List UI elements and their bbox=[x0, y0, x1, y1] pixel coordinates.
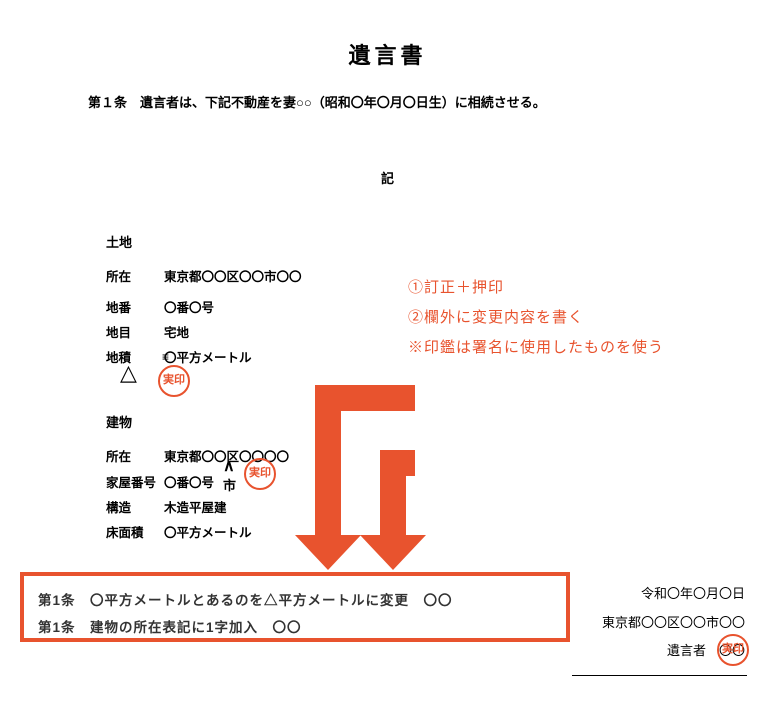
arrow-group bbox=[240, 360, 440, 580]
land-location-val: 東京都〇〇区〇〇市〇〇 bbox=[164, 270, 302, 284]
seal-stamp-3: 実印 bbox=[717, 634, 749, 666]
caret-icon: ∧ bbox=[223, 456, 235, 476]
land-number-key: 地番 bbox=[106, 297, 164, 316]
building-housenum-row: 家屋番号〇番〇号 bbox=[106, 472, 214, 491]
land-area-val: 〇平方メートル bbox=[164, 351, 252, 365]
land-location-key: 所在 bbox=[106, 266, 164, 285]
land-area-val-wrap: 〇平方メートル≡ bbox=[164, 351, 252, 365]
land-number-val: 〇番〇号 bbox=[164, 301, 214, 315]
land-category-key: 地目 bbox=[106, 322, 164, 341]
strike-mark: ≡ bbox=[162, 350, 166, 364]
building-location-key: 所在 bbox=[106, 446, 164, 465]
annotation-2: ②欄外に変更内容を書く bbox=[408, 306, 584, 327]
building-label: 建物 bbox=[106, 412, 132, 431]
building-floorarea-key: 床面積 bbox=[106, 522, 164, 541]
seal-stamp-1: 実印 bbox=[158, 365, 190, 397]
signature-address: 東京都〇〇区〇〇市〇〇 bbox=[602, 609, 745, 638]
building-structure-key: 構造 bbox=[106, 497, 164, 516]
land-number-row: 地番〇番〇号 bbox=[106, 297, 214, 316]
triangle-icon: △ bbox=[120, 360, 137, 386]
building-floorarea-row: 床面積〇平方メートル bbox=[106, 522, 252, 541]
signature-who-key: 遺言者 bbox=[667, 643, 706, 658]
ki-marker: 記 bbox=[381, 168, 394, 187]
arrows-icon bbox=[240, 360, 440, 575]
building-structure-val: 木造平屋建 bbox=[164, 501, 227, 515]
land-category-row: 地目宅地 bbox=[106, 322, 189, 341]
land-label: 土地 bbox=[106, 232, 132, 251]
correction-line-2: 第1条 建物の所在表記に1字加入 〇〇 bbox=[38, 614, 552, 641]
building-housenum-key: 家屋番号 bbox=[106, 472, 164, 491]
correction-box: 第1条 〇平方メートルとあるのを△平方メートルに変更 〇〇 第1条 建物の所在表… bbox=[20, 572, 570, 642]
correction-line-1: 第1条 〇平方メートルとあるのを△平方メートルに変更 〇〇 bbox=[38, 587, 552, 614]
insert-char: 市 bbox=[223, 475, 236, 494]
land-location-row: 所在東京都〇〇区〇〇市〇〇 bbox=[106, 266, 302, 285]
building-structure-row: 構造木造平屋建 bbox=[106, 497, 227, 516]
land-category-val: 宅地 bbox=[164, 326, 189, 340]
annotation-1: ①訂正＋押印 bbox=[408, 276, 504, 297]
building-floorarea-val: 〇平方メートル bbox=[164, 526, 252, 540]
annotation-3: ※印鑑は署名に使用したものを使う bbox=[408, 336, 664, 357]
signature-date: 令和〇年〇月〇日 bbox=[602, 580, 745, 609]
signature-line bbox=[572, 675, 747, 676]
building-housenum-val: 〇番〇号 bbox=[164, 476, 214, 490]
document-title: 遺言書 bbox=[348, 38, 426, 70]
article-1-text: 第１条 遺言者は、下記不動産を妻○○（昭和〇年〇月〇日生）に相続させる。 bbox=[88, 92, 546, 111]
